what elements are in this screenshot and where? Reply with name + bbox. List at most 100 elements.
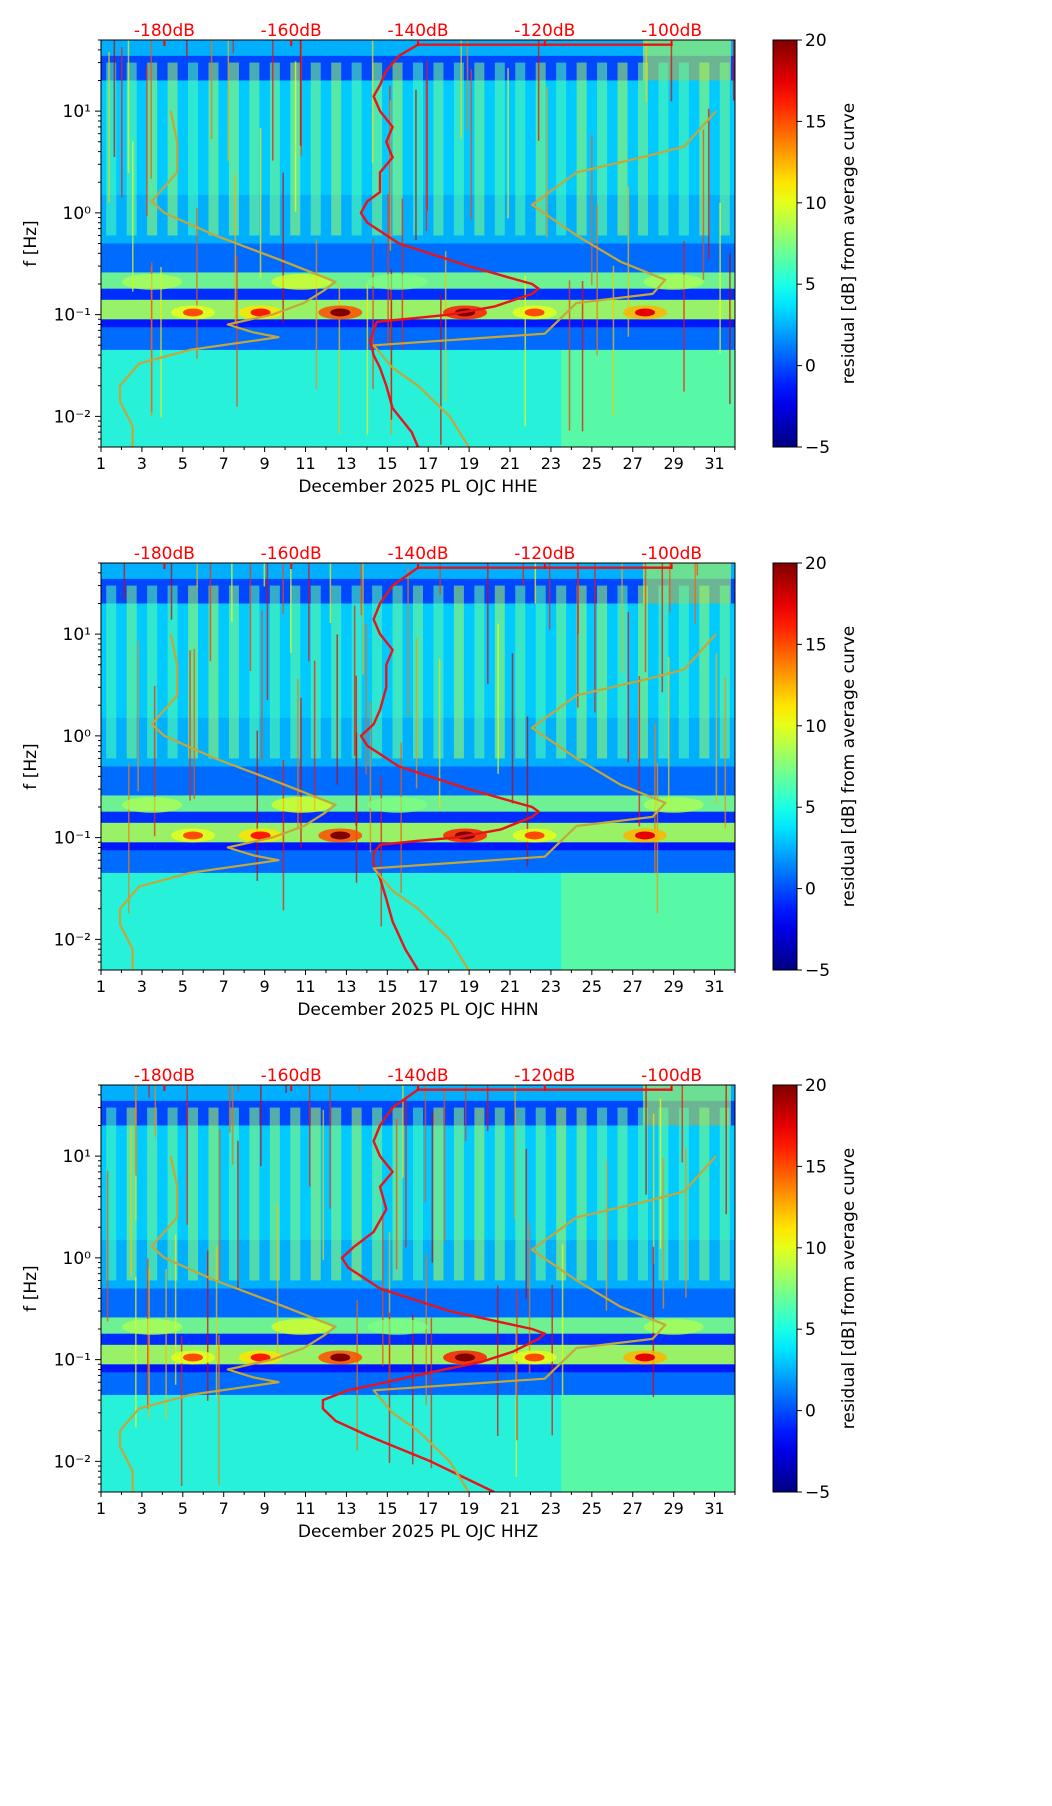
heatmap-stripe <box>290 585 301 759</box>
heatmap-spike <box>667 657 670 808</box>
heatmap-spike <box>638 676 641 827</box>
heatmap-spike <box>426 60 428 211</box>
heatmap-spike <box>389 100 392 251</box>
db-tick-label: -160dB <box>261 1066 322 1086</box>
heatmap-stripe <box>331 1107 342 1281</box>
heatmap-spike <box>231 563 233 622</box>
y-tick-label: 10⁻² <box>54 407 91 427</box>
heatmap-spike <box>388 1312 391 1463</box>
heatmap-stripe <box>658 62 669 236</box>
db-tick-label: -100dB <box>641 1066 702 1086</box>
heatmap-stripe <box>269 585 280 759</box>
spectrogram-heatmap <box>101 40 735 447</box>
heatmap-stripe <box>576 1107 587 1281</box>
x-axis-label: December 2025 PL OJC HHZ <box>298 1522 538 1542</box>
heatmap-stripe <box>617 585 628 759</box>
heatmap-storm-core <box>330 308 351 317</box>
heatmap-spike <box>395 1118 398 1270</box>
heatmap-stripe <box>474 62 485 236</box>
heatmap-microseism <box>643 1318 704 1335</box>
heatmap-spike <box>466 40 469 131</box>
x-tick-label: 15 <box>377 1499 397 1518</box>
db-tick-label: -100dB <box>641 21 702 41</box>
x-tick-label: 31 <box>704 977 724 996</box>
heatmap-spike <box>470 69 473 220</box>
heatmap-stripe <box>699 1107 710 1281</box>
heatmap-spike <box>196 208 198 359</box>
heatmap-spike <box>148 1268 150 1419</box>
heatmap-stripe <box>556 585 567 759</box>
heatmap-spike <box>534 563 537 604</box>
x-tick-label: 21 <box>500 1499 520 1518</box>
heatmap-stripe <box>372 585 383 759</box>
heatmap-stripe <box>228 585 239 759</box>
db-tick-label: -120dB <box>514 1066 575 1086</box>
x-axis-label: December 2025 PL OJC HHE <box>298 477 537 497</box>
colorbar-tick-label: 5 <box>805 1320 816 1340</box>
colorbar-label: residual [dB] from average curve <box>839 626 859 907</box>
heatmap-storm-core <box>635 308 656 317</box>
heatmap-stripe <box>331 62 342 236</box>
heatmap-stripe <box>249 62 260 236</box>
heatmap-spike <box>308 1085 311 1187</box>
heatmap-stripe <box>310 1107 321 1281</box>
db-tick-label: -180dB <box>134 21 195 41</box>
heatmap-stripe <box>372 1107 383 1281</box>
heatmap-stripe <box>147 62 158 236</box>
heatmap-stripe <box>147 585 158 759</box>
y-tick-label: 10⁻² <box>54 1452 91 1472</box>
heatmap-spike <box>297 678 299 830</box>
heatmap-spike <box>526 716 529 867</box>
heatmap-spike <box>715 653 718 804</box>
heatmap-spike <box>369 701 372 853</box>
x-tick-label: 29 <box>663 1499 683 1518</box>
heatmap-spike <box>645 1085 647 1195</box>
x-tick-label: 9 <box>260 454 270 473</box>
x-tick-label: 27 <box>623 977 643 996</box>
x-tick-label: 7 <box>219 454 229 473</box>
spectrogram-heatmap <box>101 563 735 970</box>
heatmap-block <box>561 1394 735 1492</box>
heatmap-spike <box>366 284 369 435</box>
heatmap-spike <box>725 1085 727 1215</box>
heatmap-stripe <box>249 585 260 759</box>
heatmap-storm-core <box>250 1353 271 1362</box>
heatmap-stripe <box>474 1107 485 1281</box>
heatmap-band <box>101 842 735 851</box>
heatmap-spike <box>507 68 509 219</box>
colorbar-tick-label: 10 <box>805 194 827 214</box>
colorbar-tick-label: 10 <box>805 717 827 737</box>
x-tick-label: 31 <box>704 454 724 473</box>
heatmap-spike <box>165 1269 167 1420</box>
heatmap-stripe <box>106 1107 117 1281</box>
heatmap-band <box>101 319 735 328</box>
heatmap-stripe <box>126 62 137 236</box>
heatmap-stripe <box>453 1107 464 1281</box>
heatmap-storm-core <box>524 308 545 317</box>
heatmap-stripe <box>719 62 730 236</box>
heatmap-band <box>101 243 735 273</box>
heatmap-spike <box>439 563 441 595</box>
heatmap-microseism <box>367 796 428 813</box>
heatmap-stripe <box>228 1107 239 1281</box>
heatmap-spike <box>719 203 721 354</box>
heatmap-stripe <box>392 62 403 236</box>
low-noise-model-curve <box>118 633 337 970</box>
heatmap-microseism <box>271 796 332 813</box>
x-tick-label: 25 <box>582 1499 602 1518</box>
heatmap-spike <box>355 675 357 826</box>
heatmap-spike <box>577 563 579 708</box>
heatmap-stripe <box>597 585 608 759</box>
heatmap-stripe <box>433 585 444 759</box>
heatmap-spike <box>189 650 191 801</box>
heatmap-spike <box>282 563 284 615</box>
heatmap-spike <box>227 40 230 161</box>
heatmap-spike <box>401 198 404 349</box>
heatmap-spike <box>249 563 252 671</box>
heatmap-stripe <box>208 1107 219 1281</box>
heatmap-spike <box>524 275 527 427</box>
heatmap-spike <box>696 563 699 576</box>
heatmap-stripe <box>351 62 362 236</box>
heatmap-spike <box>652 1113 655 1264</box>
